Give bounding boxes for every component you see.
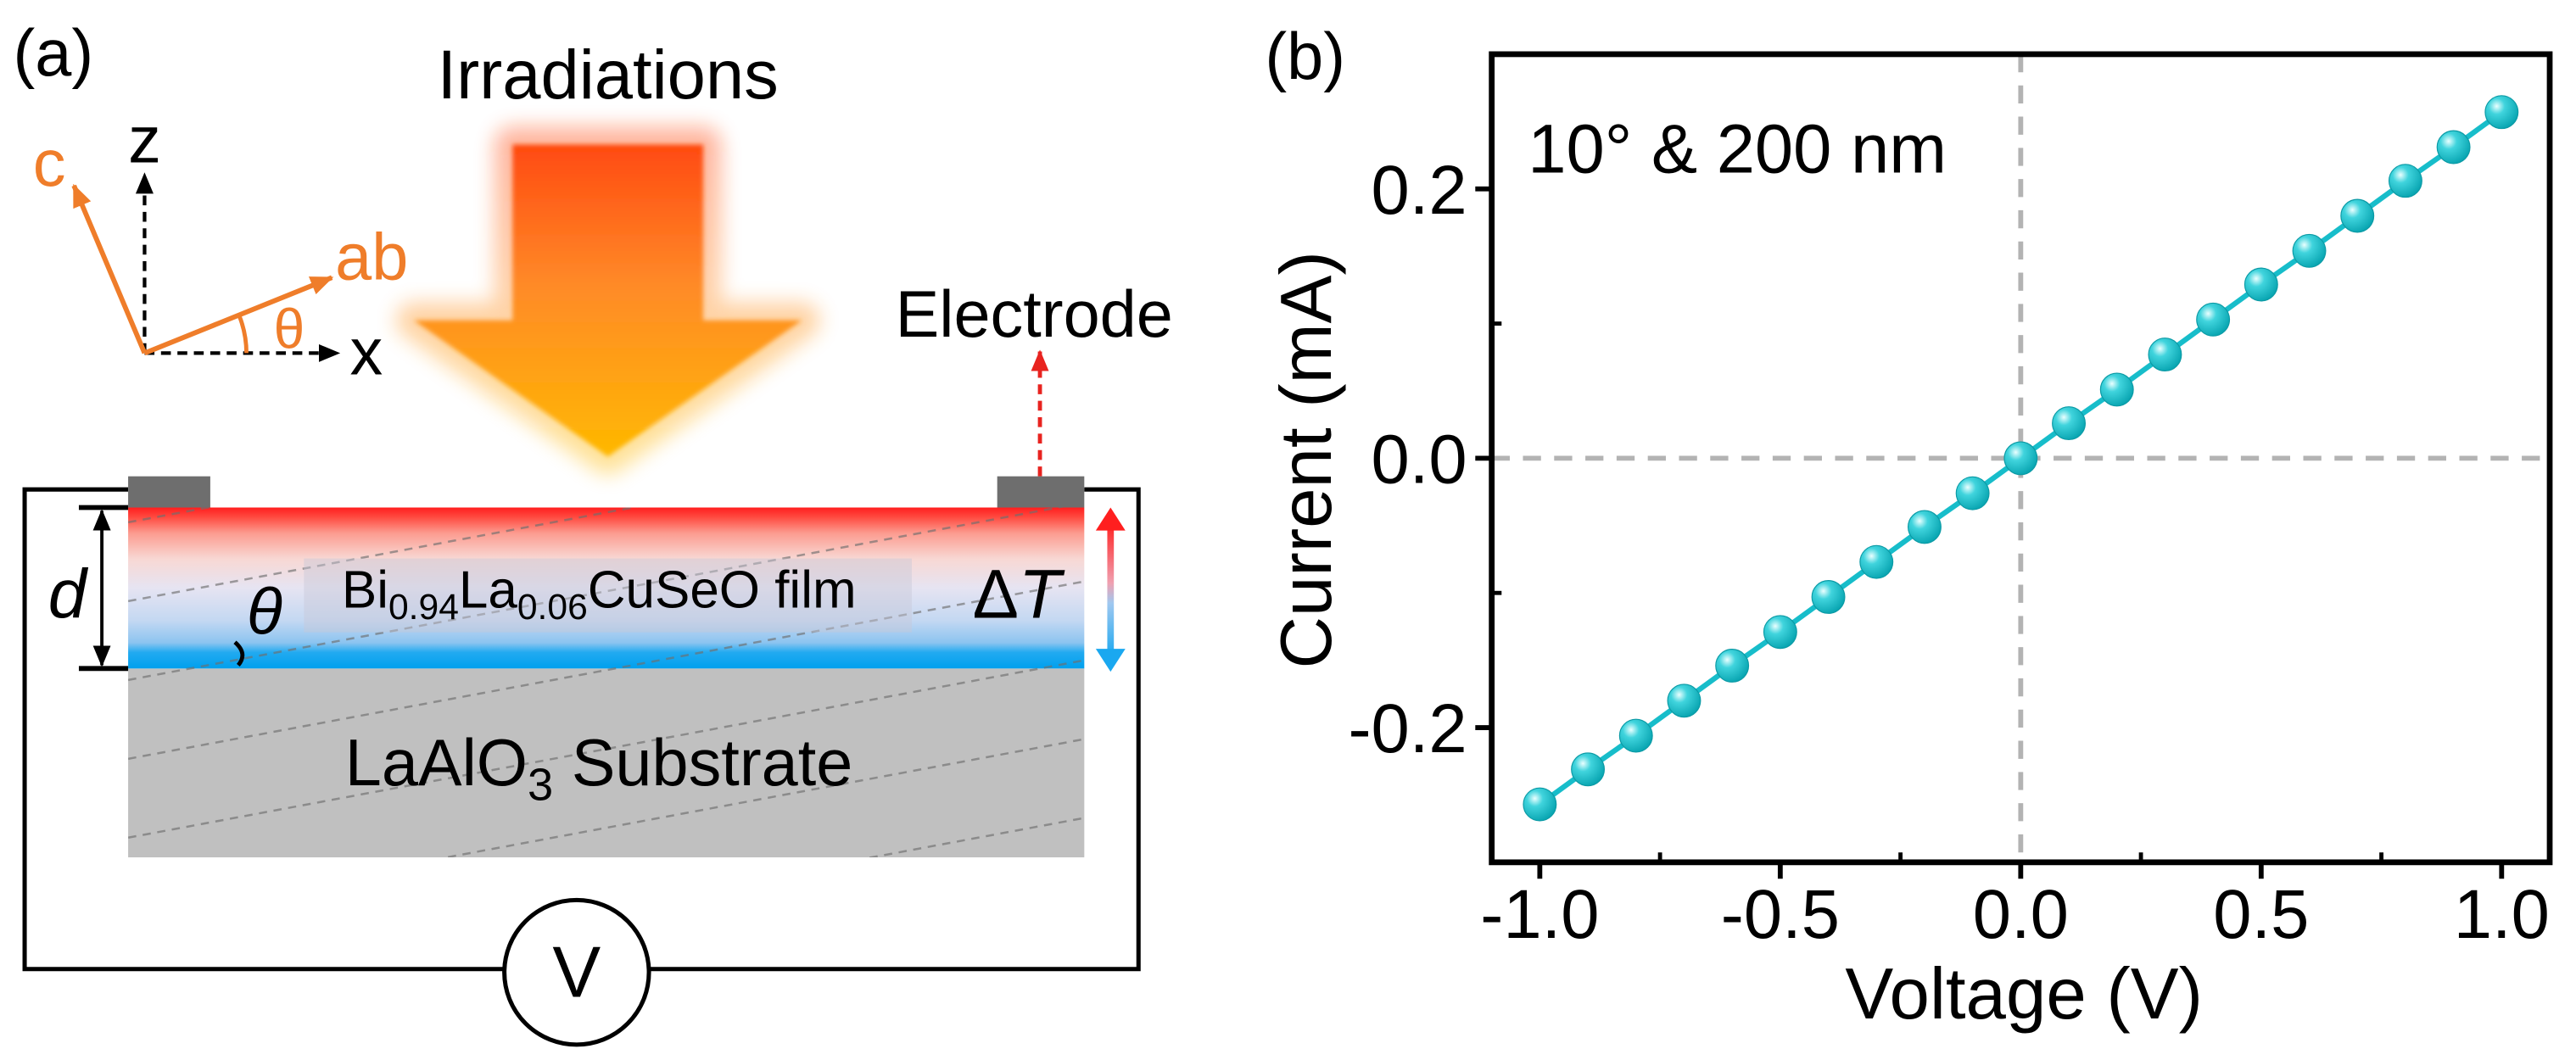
data-point xyxy=(1618,718,1653,753)
irradiation-arrow xyxy=(395,126,820,475)
temperature-symbol: T xyxy=(1019,555,1065,633)
data-point xyxy=(2292,233,2327,268)
x-tick-label: 0.0 xyxy=(1973,876,2069,953)
x-axis-label: x xyxy=(350,316,383,389)
data-point xyxy=(1667,683,1702,718)
data-point xyxy=(2436,130,2471,165)
x-tick-label: -1.0 xyxy=(1480,876,1599,953)
panel-a: (a) Irradiations z x c ab θ Electrode xyxy=(13,17,1173,1047)
temperature-gradient-label: ΔT xyxy=(973,555,1065,633)
theta-angle-arc xyxy=(237,314,249,354)
y-tick-label: -0.2 xyxy=(1348,690,1467,767)
chart-annotation: 10° & 200 nm xyxy=(1528,110,1947,187)
film-label-la-subscript: 0.06 xyxy=(517,587,588,628)
reference-lines xyxy=(1491,53,2551,862)
data-point xyxy=(1907,510,1942,544)
x-tick-label: 0.5 xyxy=(2213,876,2309,953)
irradiation-arrow-body xyxy=(414,144,802,457)
substrate-label-main: LaAlO xyxy=(345,727,528,800)
delta-symbol: Δ xyxy=(973,555,1019,633)
film-label-bi: Bi xyxy=(342,561,388,620)
ab-axis-arrow xyxy=(143,275,334,356)
thickness-dimension xyxy=(78,505,129,672)
data-point xyxy=(2388,164,2422,198)
substrate-label-rest: Substrate xyxy=(553,727,852,800)
film-layer xyxy=(128,507,1085,669)
film-label: Bi0.94La0.06CuSeO film xyxy=(342,561,857,628)
thickness-label: d xyxy=(48,555,89,633)
film-label-box xyxy=(304,558,912,633)
theta-axis-label: θ xyxy=(274,298,305,360)
film-label-rest: CuSeO film xyxy=(588,561,857,620)
film-label-la: La xyxy=(459,561,517,620)
data-point xyxy=(2052,406,2086,441)
series-group xyxy=(1523,95,2519,822)
electrode-left xyxy=(128,476,210,508)
data-point xyxy=(1523,787,1557,822)
voltmeter-label: V xyxy=(552,933,601,1013)
y-axis-title: Current (mA) xyxy=(1266,251,1347,668)
c-axis-label: c xyxy=(33,127,66,200)
data-point xyxy=(1811,580,1846,614)
temperature-gradient-arrow xyxy=(1095,507,1126,672)
data-point xyxy=(1859,544,1894,579)
temperature-gradient-head-hot xyxy=(1095,507,1126,531)
x-axis-title: Voltage (V) xyxy=(1845,954,2203,1035)
tilt-angle-label: θ xyxy=(247,576,282,649)
z-axis-label: z xyxy=(128,104,161,177)
data-point xyxy=(1955,476,1990,510)
axis-ticks xyxy=(1475,186,2505,879)
data-point xyxy=(1571,752,1606,787)
circuit-wire-left xyxy=(22,487,505,972)
data-point xyxy=(1715,649,1750,683)
data-point xyxy=(2340,198,2375,233)
panel-b-label: (b) xyxy=(1265,20,1345,93)
data-point xyxy=(2484,95,2519,130)
y-tick-label: 0.0 xyxy=(1372,421,1467,498)
coordinate-axes: z x c ab θ xyxy=(33,104,409,389)
data-point xyxy=(2244,267,2278,302)
irradiation-label: Irradiations xyxy=(437,36,778,114)
voltmeter xyxy=(502,897,651,1047)
substrate-layer xyxy=(128,668,1085,858)
x-tick-label: 1.0 xyxy=(2454,876,2550,953)
c-axis-arrow xyxy=(71,183,148,354)
panel-b: (b) -1.0 -0.5 0.0 0.5 1.0 0.2 0.0 -0.2 10° & 20… xyxy=(1265,20,2553,1035)
data-point xyxy=(2003,441,2038,476)
electrode-label: Electrode xyxy=(896,278,1173,351)
circuit-wire-right xyxy=(649,487,1141,972)
substrate-label-subscript: 3 xyxy=(528,759,553,810)
tick-labels: -1.0 -0.5 0.0 0.5 1.0 0.2 0.0 -0.2 xyxy=(1348,152,2549,953)
electrode-right xyxy=(997,476,1085,508)
data-point xyxy=(2099,372,2134,407)
measurement-circuit xyxy=(22,487,1141,972)
temperature-gradient-shaft xyxy=(1107,522,1115,657)
panel-a-label: (a) xyxy=(13,17,93,90)
substrate-label: LaAlO3 Substrate xyxy=(345,727,853,810)
data-point xyxy=(2148,338,2182,372)
data-point xyxy=(1763,615,1797,650)
ab-axis-label: ab xyxy=(335,220,408,293)
data-point xyxy=(2196,302,2231,337)
temperature-gradient-head-cold xyxy=(1095,649,1126,672)
x-tick-label: -0.5 xyxy=(1721,876,1840,953)
film-label-bi-subscript: 0.94 xyxy=(388,587,459,628)
y-tick-label: 0.2 xyxy=(1372,152,1467,229)
tilt-angle-arc xyxy=(233,640,245,667)
